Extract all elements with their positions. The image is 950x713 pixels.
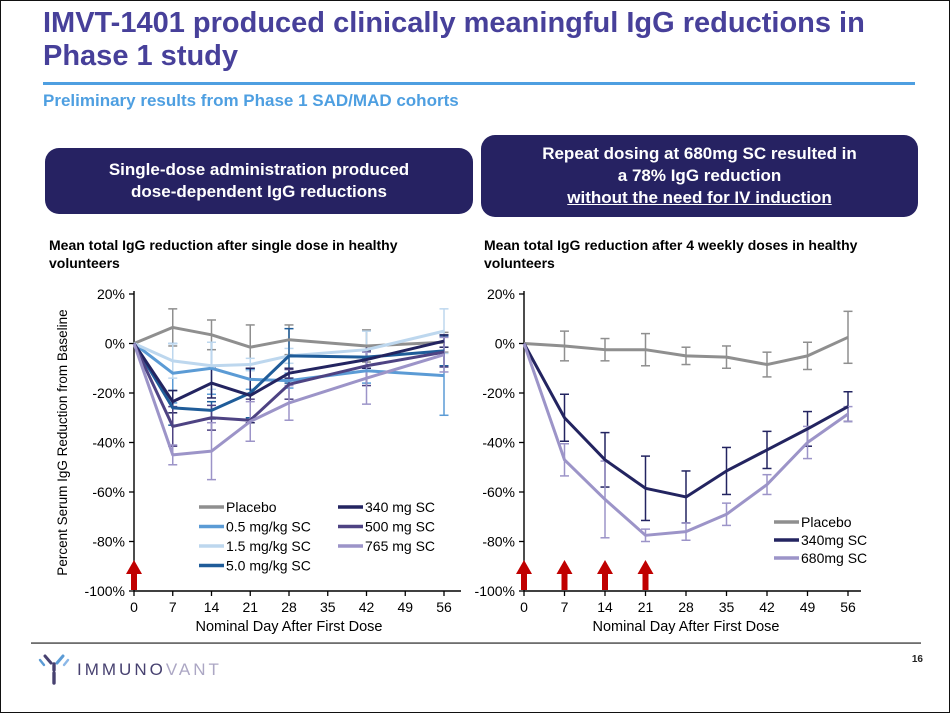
callout-single-dose-line1: Single-dose administration produced (108, 160, 410, 180)
svg-text:0.5 mg/kg SC: 0.5 mg/kg SC (226, 519, 311, 535)
svg-text:21: 21 (242, 599, 258, 615)
title-divider (43, 82, 915, 86)
immunovant-logo: IMMUNOVANT (37, 652, 222, 688)
svg-text:-100%: -100% (475, 583, 515, 599)
svg-text:28: 28 (281, 599, 297, 615)
svg-text:-60%: -60% (482, 484, 515, 500)
series-1.5 mg/kg SC (133, 329, 445, 368)
dose-arrow (516, 560, 532, 590)
series-765 mg SC (132, 343, 445, 457)
svg-text:49: 49 (397, 599, 413, 615)
page-title: IMVT-1401 produced clinically meaningful… (43, 7, 865, 73)
series-Placebo (133, 325, 445, 349)
svg-text:42: 42 (759, 599, 775, 615)
svg-text:7: 7 (169, 599, 177, 615)
svg-text:56: 56 (840, 599, 856, 615)
svg-text:7: 7 (561, 599, 569, 615)
dose-arrow (556, 560, 573, 590)
series-0.5 mg/kg SC (133, 342, 445, 383)
series-340mg SC (522, 342, 849, 499)
left-chart: 20% 0% -20% -40% -60% -80% -100% 0 7 14 21 28 35 42 49… (55, 286, 461, 635)
svg-text:Nominal Day After First Dose: Nominal Day After First Dose (196, 619, 383, 635)
svg-text:340mg SC: 340mg SC (801, 532, 867, 548)
right-chart-title: Mean total IgG reduction after 4 weekly … (484, 237, 858, 272)
svg-text:0%: 0% (495, 336, 515, 352)
svg-text:500 mg SC: 500 mg SC (365, 519, 435, 535)
svg-text:20%: 20% (487, 286, 515, 302)
svg-text:14: 14 (204, 599, 220, 615)
header: IMVT-1401 produced clinically meaningful… (43, 7, 915, 111)
svg-text:Placebo: Placebo (226, 499, 277, 515)
svg-text:340 mg SC: 340 mg SC (365, 499, 435, 515)
callout-single-dose: Single-dose administration produced dose… (45, 148, 473, 214)
series-Placebo (523, 335, 849, 367)
svg-text:28: 28 (678, 599, 694, 615)
svg-text:680mg SC: 680mg SC (801, 550, 867, 566)
svg-text:Placebo: Placebo (801, 514, 852, 530)
axes: 20% 0% -20% -40% -60% -80% -100% 0 7 14 21 28 35 42 49… (55, 286, 461, 635)
svg-text:21: 21 (638, 599, 654, 615)
svg-text:-80%: -80% (482, 534, 515, 550)
series-5.0 mg/kg SC (132, 342, 445, 412)
right-chart: 20% 0% -20% -40% -60% -80% -100% 0 7 14 21 28 35 42 49… (475, 286, 868, 635)
logo-text-vant: VANT (165, 660, 222, 679)
error-bars (560, 310, 853, 543)
svg-text:5.0 mg/kg SC: 5.0 mg/kg SC (226, 558, 311, 574)
callout-repeat-dose-underline: without the need for IV induction (567, 187, 832, 207)
svg-text:-60%: -60% (92, 484, 125, 500)
svg-text:Percent Serum IgG Reduction fr: Percent Serum IgG Reduction from Baselin… (55, 309, 70, 575)
svg-text:14: 14 (597, 599, 613, 615)
left-chart-title: Mean total IgG reduction after single do… (49, 237, 398, 272)
svg-text:-40%: -40% (482, 435, 515, 451)
svg-text:-100%: -100% (85, 583, 125, 599)
axes: 20% 0% -20% -40% -60% -80% -100% 0 7 14 21 28 35 42 49… (475, 286, 861, 635)
series-340 mg SC (132, 339, 445, 404)
callout-repeat-dose: Repeat dosing at 680mg SC resulted in a … (481, 135, 918, 217)
svg-text:56: 56 (436, 599, 452, 615)
callout-single-dose-line2: dose-dependent IgG reductions (131, 182, 387, 201)
svg-text:0: 0 (520, 599, 528, 615)
callout-repeat-dose-line2: a 78% IgG reduction (617, 166, 782, 186)
antibody-icon (38, 654, 70, 685)
subtitle: Preliminary results from Phase 1 SAD/MAD… (43, 91, 459, 111)
svg-text:-20%: -20% (482, 385, 515, 401)
dose-arrow (637, 560, 654, 590)
svg-text:1.5 mg/kg SC: 1.5 mg/kg SC (226, 538, 311, 554)
svg-text:-40%: -40% (92, 435, 125, 451)
legend: Placebo 340mg SC 680mg SC (774, 514, 867, 566)
svg-text:20%: 20% (97, 286, 125, 302)
page-number: 16 (911, 654, 923, 665)
svg-text:Nominal Day After First Dose: Nominal Day After First Dose (593, 619, 780, 635)
svg-text:0: 0 (130, 599, 138, 615)
svg-text:35: 35 (320, 599, 336, 615)
svg-text:0%: 0% (105, 336, 125, 352)
logo-wordmark: IMMUNOVANT (77, 660, 222, 680)
series-680mg SC (522, 343, 849, 537)
svg-text:49: 49 (800, 599, 816, 615)
dose-arrow (126, 560, 142, 590)
footer-divider (31, 642, 921, 644)
svg-text:765 mg SC: 765 mg SC (365, 538, 435, 554)
logo-text-immuno: IMMUNO (77, 660, 166, 679)
dose-arrow (597, 560, 613, 590)
svg-text:42: 42 (359, 599, 375, 615)
svg-text:-80%: -80% (92, 534, 125, 550)
callout-repeat-dose-line1: Repeat dosing at 680mg SC resulted in (542, 144, 857, 164)
svg-text:-20%: -20% (92, 385, 125, 401)
svg-text:35: 35 (719, 599, 735, 615)
legend: Placebo 0.5 mg/kg SC 1.5 mg/kg SC 5.0 mg/kg… (199, 499, 435, 574)
